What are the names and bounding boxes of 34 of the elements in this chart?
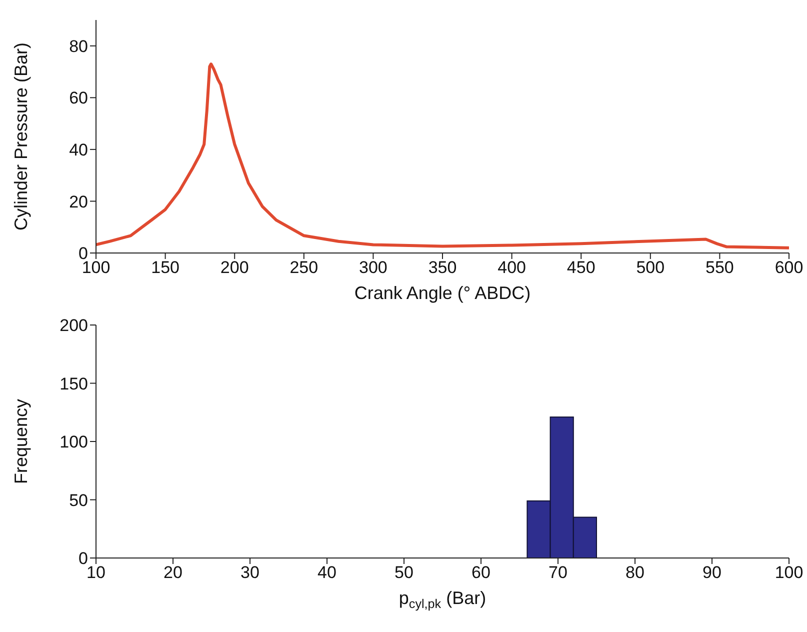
y-tick-label: 60 [69,88,88,108]
x-tick-label: 500 [636,258,665,278]
x-tick-label: 90 [702,563,722,582]
y-tick-label: 40 [69,140,88,160]
x-tick-label: 100 [774,563,804,582]
y-tick-label: 100 [60,432,88,452]
y-tick-label: 150 [60,374,88,394]
y-tick-label: 50 [69,490,88,510]
y-tick-label: 80 [69,36,88,56]
x-tick-label: 600 [774,258,804,278]
x-tick-label: 60 [472,563,490,582]
x-tick-label: 400 [498,258,526,278]
x-tick-label: 150 [151,258,180,278]
x-axis-title: Crank Angle (° ABDC) [354,283,531,303]
x-tick-label: 200 [220,258,249,278]
x-tick-label: 550 [706,258,734,278]
y-tick-label: 20 [69,192,88,212]
y-tick-label: 0 [78,549,88,568]
line-series [96,62,789,250]
x-tick-label: 30 [240,563,260,582]
x-axis-title: p$_{cyl,pk}$ (Bar) [398,588,486,611]
x-tick-label: 40 [318,563,336,582]
x-tick-label: 450 [566,258,596,278]
y-tick-label: 200 [60,316,88,336]
x-tick-label: 80 [626,563,644,582]
x-tick-label: 50 [394,563,414,582]
x-tick-label: 300 [359,258,388,278]
x-tick-label: 250 [290,258,318,278]
x-tick-label: 70 [548,563,568,582]
x-tick-label: 10 [86,563,106,582]
y-axis-title: Frequency [10,398,31,484]
x-tick-label: 20 [164,563,182,582]
x-tick-label: 350 [428,258,457,278]
y-axis-title: Cylinder Pressure (Bar) [10,42,31,231]
